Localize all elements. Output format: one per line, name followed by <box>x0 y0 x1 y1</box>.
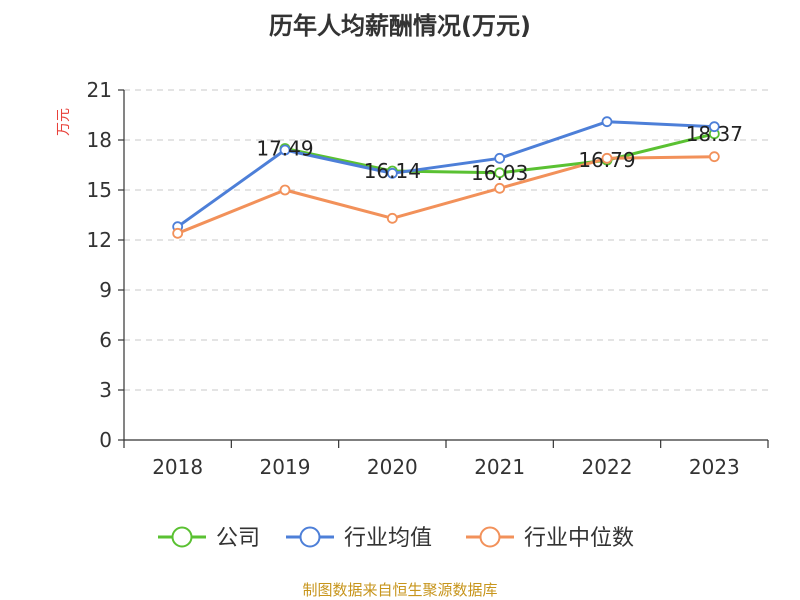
data-labels: 17.49 16.14 16.03 16.79 18.37 <box>256 122 743 185</box>
x-tick-label: 2018 <box>152 455 203 479</box>
series-point-2 <box>494 182 506 194</box>
series-point-2 <box>601 152 613 164</box>
legend-marker-2 <box>479 526 501 548</box>
axes: 0 3 6 9 12 15 18 21 2018 2019 2020 2021 2022 2023 <box>87 78 769 479</box>
data-label: 16.14 <box>364 159 421 183</box>
legend-label-2: 行业中位数 <box>524 526 634 551</box>
y-tick-label: 6 <box>99 328 112 352</box>
source-note: 制图数据来自恒生聚源数据库 <box>302 581 497 599</box>
series-lines <box>172 116 720 239</box>
y-tick-label: 0 <box>99 428 112 452</box>
legend-marker-0 <box>171 526 193 548</box>
y-axis-label: 万元 <box>56 108 72 136</box>
series-line-1 <box>176 120 715 228</box>
legend-label-1: 行业均值 <box>344 526 432 551</box>
series-point-1 <box>494 152 506 164</box>
series-point-2 <box>386 212 398 224</box>
series-point-1 <box>601 116 613 128</box>
legend-marker-1 <box>299 526 321 548</box>
grid-lines <box>124 89 768 391</box>
legend-label-0: 公司 <box>216 526 260 551</box>
x-tick-label: 2021 <box>474 455 525 479</box>
x-tick-label: 2023 <box>689 455 740 479</box>
x-tick-label: 2020 <box>367 455 418 479</box>
series-point-0 <box>494 167 506 179</box>
series-line-2 <box>177 155 715 235</box>
data-label: 17.49 <box>256 137 313 161</box>
y-tick-label: 21 <box>87 78 112 102</box>
y-tick-label: 3 <box>99 378 112 402</box>
y-tick-label: 9 <box>99 278 112 302</box>
legend: 公司 行业均值 行业中位数 <box>158 526 634 551</box>
series-point-1 <box>279 144 291 156</box>
data-label: 16.79 <box>578 148 635 172</box>
data-label: 16.03 <box>471 161 528 185</box>
y-tick-label: 15 <box>87 178 112 202</box>
series-point-1 <box>386 167 398 179</box>
series-point-2 <box>279 184 291 196</box>
series-point-2 <box>172 227 184 239</box>
y-tick-label: 12 <box>87 228 112 252</box>
series-point-2 <box>708 151 720 163</box>
series-point-1 <box>708 121 720 133</box>
x-tick-label: 2019 <box>260 455 311 479</box>
x-tick-label: 2022 <box>582 455 633 479</box>
chart-title: 历年人均薪酬情况(万元) <box>269 12 531 40</box>
y-tick-label: 18 <box>87 128 112 152</box>
data-label: 18.37 <box>686 122 743 146</box>
